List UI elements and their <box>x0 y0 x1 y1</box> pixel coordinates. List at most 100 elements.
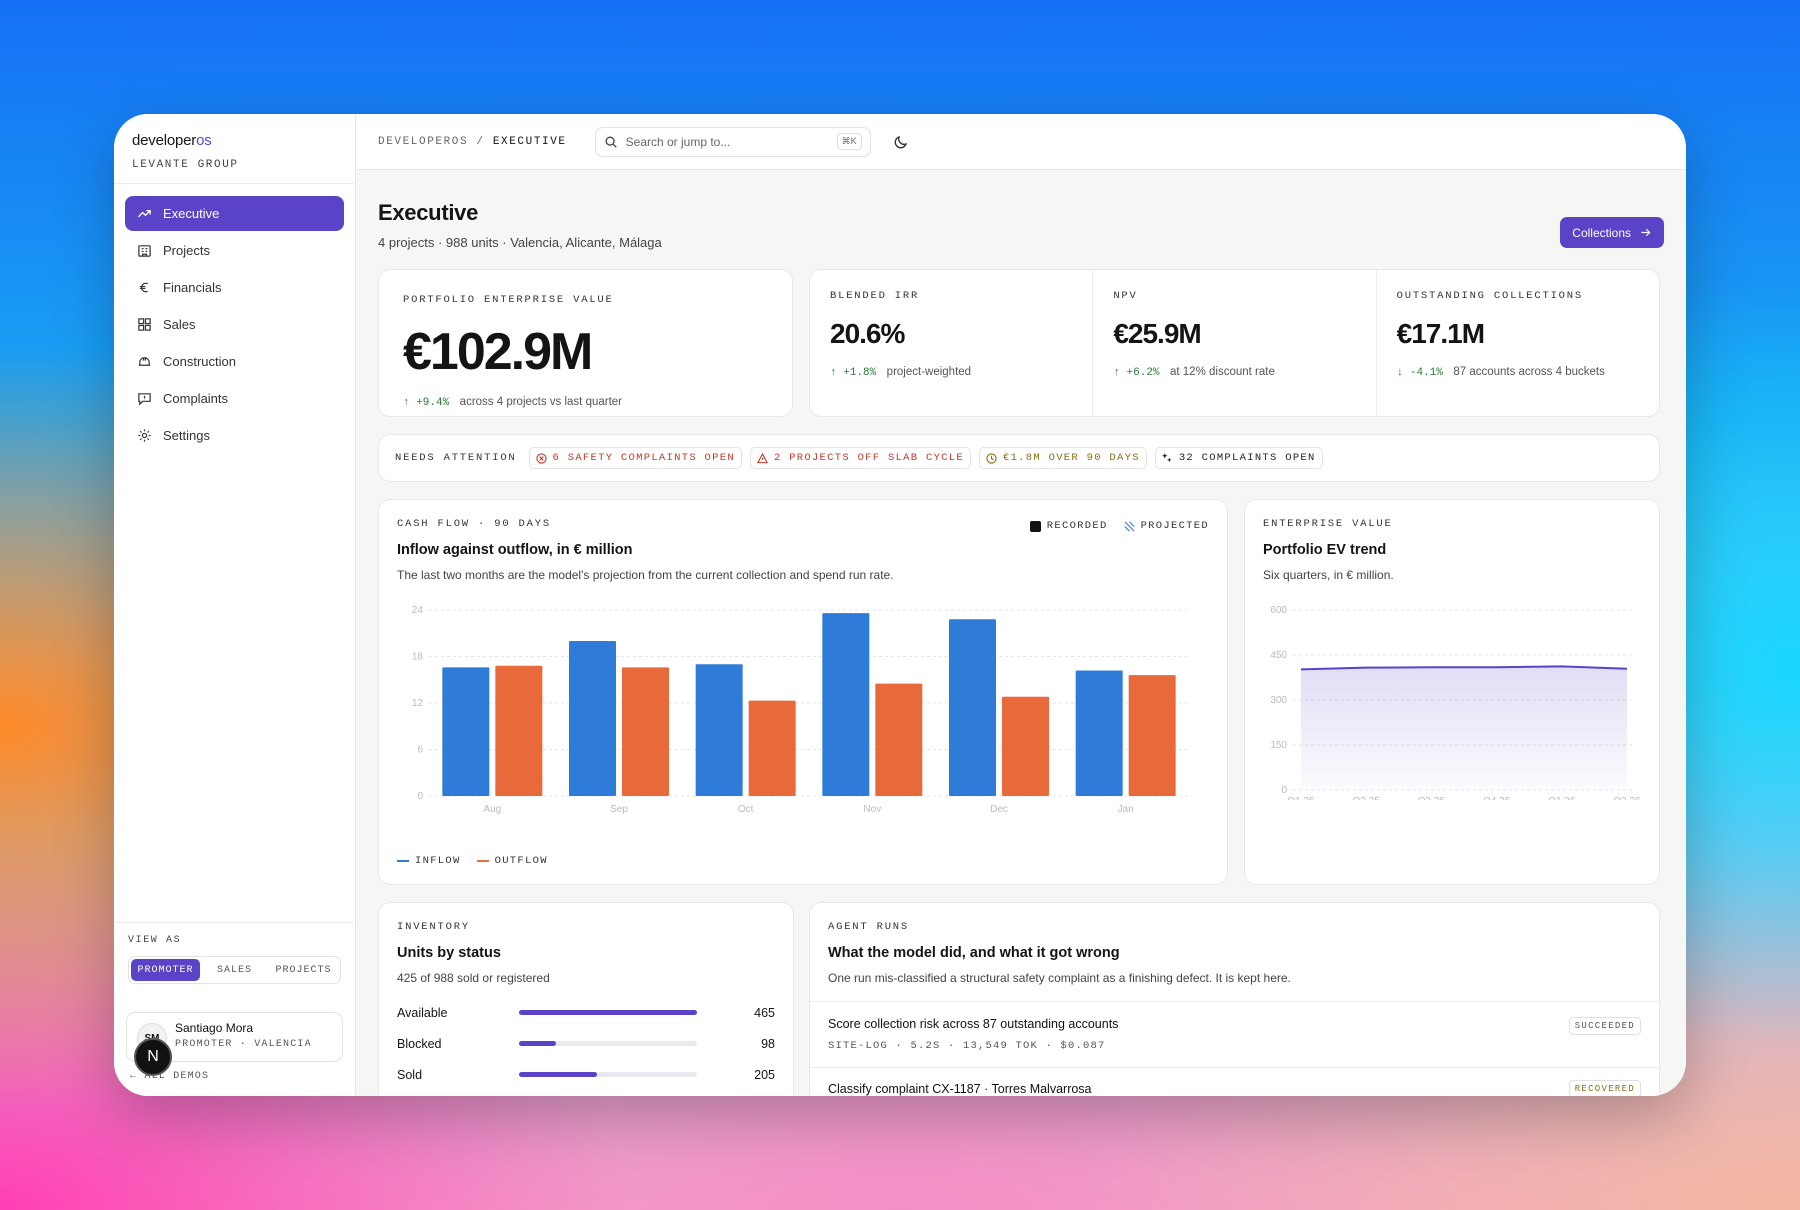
x-circle-icon <box>535 452 547 464</box>
sidebar-item-projects[interactable]: Projects <box>125 233 344 268</box>
view-as-label: VIEW AS <box>128 935 182 946</box>
outflow-bar <box>1002 696 1049 796</box>
outflow-bar <box>495 665 543 796</box>
kpi-value: €17.1M <box>1396 318 1485 349</box>
sidebar: developeros LEVANTE GROUP Executive Proj… <box>114 114 356 1096</box>
building-icon <box>138 245 151 257</box>
collections-button[interactable]: Collections <box>1560 217 1664 248</box>
sidebar-item-executive[interactable]: Executive <box>125 196 344 231</box>
x-tick-label: Q2 26 <box>1613 796 1641 800</box>
search-icon <box>605 136 617 148</box>
kpi-note: at 12% discount rate <box>1170 366 1275 378</box>
status-fill <box>519 1010 697 1015</box>
attention-chip-overdue[interactable]: €1.8M OVER 90 DAYS <box>978 447 1147 469</box>
chart-top-legend: RECORDED PROJECTED <box>1029 520 1209 532</box>
breadcrumb-root[interactable]: DEVELOPEROS <box>378 135 469 148</box>
status-fill <box>519 1041 557 1046</box>
status-fill <box>519 1072 598 1077</box>
inflow-bar <box>569 641 616 796</box>
grid-icon <box>138 318 151 331</box>
view-as-sales[interactable]: SALES <box>216 964 252 976</box>
status-count: 465 <box>754 1005 775 1020</box>
agent-runs-label: AGENT RUNS <box>828 921 910 933</box>
x-tick-label: Q2 25 <box>1353 796 1381 800</box>
sidebar-item-label: Settings <box>163 428 210 443</box>
list-item: Sold 205 <box>397 1059 775 1090</box>
run-title: Score collection risk across 87 outstand… <box>828 1017 1119 1031</box>
search-input[interactable]: Search or jump to... ⌘K <box>594 126 871 157</box>
gear-icon <box>138 429 151 442</box>
table-row[interactable]: Score collection risk across 87 outstand… <box>810 1001 1659 1067</box>
y-tick-label: 300 <box>1270 695 1287 706</box>
outflow-bar <box>1128 675 1176 796</box>
view-as-switcher: PROMOTER SALES PROJECTS <box>128 956 341 984</box>
sidebar-item-construction[interactable]: Construction <box>125 344 344 379</box>
inventory-label: INVENTORY <box>397 921 470 933</box>
helmet-icon <box>138 357 151 366</box>
x-tick-label: Dec <box>990 804 1008 815</box>
y-tick-label: 0 <box>1281 785 1287 796</box>
y-tick-label: 150 <box>1270 740 1287 751</box>
sidebar-item-sales[interactable]: Sales <box>125 307 344 342</box>
inventory-title: Units by status <box>397 945 501 961</box>
n-badge-icon[interactable]: N <box>134 1038 172 1076</box>
brand-logo[interactable]: developeros <box>132 132 212 149</box>
chart-label: CASH FLOW · 90 DAYS <box>397 518 551 530</box>
sidebar-item-label: Projects <box>163 243 210 258</box>
sidebar-item-label: Executive <box>163 206 220 221</box>
legend-projected: PROJECTED <box>1140 520 1209 532</box>
sidebar-item-complaints[interactable]: Complaints <box>125 381 344 416</box>
arrow-right-icon <box>1641 228 1651 237</box>
chart-bottom-legend: INFLOW OUTFLOW <box>397 855 548 867</box>
inventory-description: 425 of 988 sold or registered <box>397 971 550 985</box>
blended-irr-card: BLENDED IRR 20.6% ↑ +1.8% project-weight… <box>810 270 1094 416</box>
chart-description: The last two months are the model's proj… <box>397 568 894 582</box>
sidebar-item-financials[interactable]: Financials <box>125 270 344 305</box>
inflow-bar <box>1075 670 1123 796</box>
inventory-card: INVENTORY Units by status 425 of 988 sol… <box>378 902 794 1096</box>
table-row[interactable]: Classify complaint CX-1187 · Torres Malv… <box>810 1067 1659 1096</box>
y-tick-label: 6 <box>417 745 423 756</box>
run-meta: SITE-LOG · 5.2S · 13,549 TOK · $0.087 <box>828 1040 1106 1052</box>
sidebar-item-settings[interactable]: Settings <box>125 418 344 453</box>
kpi-note: 87 accounts across 4 buckets <box>1453 366 1605 378</box>
agent-runs-card: AGENT RUNS What the model did, and what … <box>809 902 1660 1096</box>
status-track <box>519 1072 697 1077</box>
kpi-group: BLENDED IRR 20.6% ↑ +1.8% project-weight… <box>809 269 1660 417</box>
kpi-delta: ↓ -4.1% <box>1396 367 1443 379</box>
inflow-bar <box>949 619 996 796</box>
status-count: 205 <box>754 1067 775 1082</box>
chart-title: Portfolio EV trend <box>1263 542 1387 558</box>
brand: developeros LEVANTE GROUP <box>114 114 355 184</box>
legend-recorded: RECORDED <box>1046 520 1108 532</box>
status-track <box>519 1041 697 1046</box>
attention-chip-slab[interactable]: 2 PROJECTS OFF SLAB CYCLE <box>749 447 971 469</box>
message-alert-icon <box>138 393 151 406</box>
ev-line <box>1300 665 1628 671</box>
main-area: DEVELOPEROS / EXECUTIVE Search or jump t… <box>356 114 1686 1096</box>
kpi-delta: ↑ +6.2% <box>1113 367 1160 379</box>
attention-chip-complaints[interactable]: 32 COMPLAINTS OPEN <box>1154 447 1323 469</box>
recorded-swatch <box>1029 520 1041 532</box>
breadcrumb: DEVELOPEROS / EXECUTIVE <box>378 136 567 148</box>
search-shortcut: ⌘K <box>836 133 862 150</box>
inflow-swatch <box>397 860 409 862</box>
attention-chip-safety[interactable]: 6 SAFETY COMPLAINTS OPEN <box>528 447 742 469</box>
legend-outflow: OUTFLOW <box>494 855 548 867</box>
outflow-bar <box>748 700 796 796</box>
kpi-label: NPV <box>1113 290 1138 302</box>
moon-icon[interactable] <box>893 134 909 150</box>
view-as-promoter[interactable]: PROMOTER <box>131 959 200 981</box>
view-as-projects[interactable]: PROJECTS <box>275 964 332 976</box>
inflow-bar <box>695 664 743 796</box>
needs-attention-label: NEEDS ATTENTION <box>395 452 517 464</box>
all-demos-link[interactable]: ← ALL DEMOS <box>130 1071 210 1082</box>
kpi-value: €25.9M <box>1113 318 1201 349</box>
app-window: developeros LEVANTE GROUP Executive Proj… <box>114 114 1686 1096</box>
x-tick-label: Oct <box>738 804 754 815</box>
status-track <box>519 1010 697 1015</box>
breadcrumb-separator: / <box>476 135 485 148</box>
outflow-swatch <box>476 860 489 862</box>
chart-label: ENTERPRISE VALUE <box>1263 518 1393 530</box>
cash-flow-card: CASH FLOW · 90 DAYS Inflow against outfl… <box>378 499 1228 885</box>
